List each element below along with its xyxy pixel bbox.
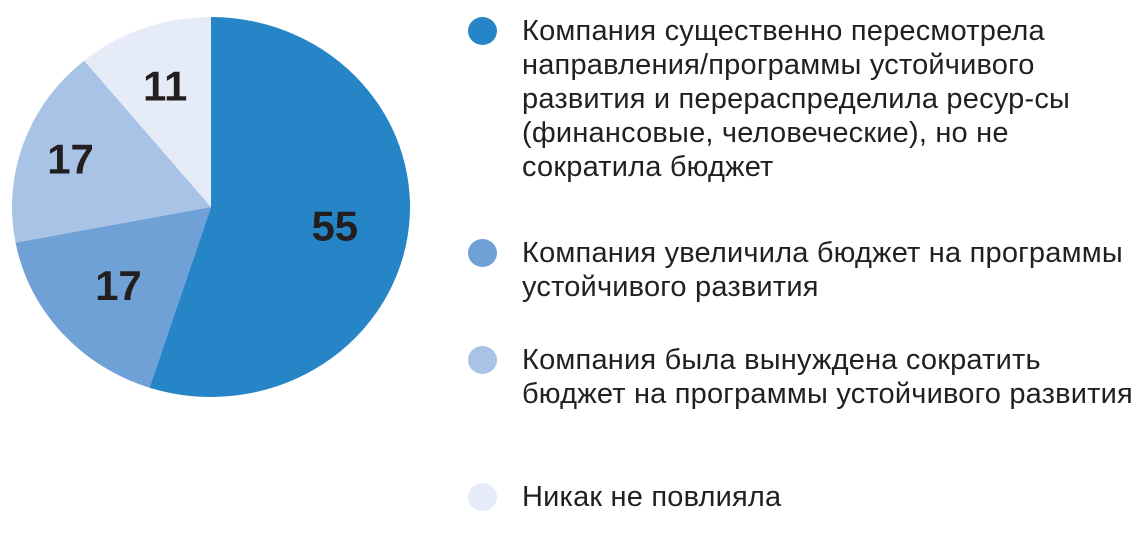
- pie-slice: [149, 17, 410, 398]
- pie-chart: 55 17 17 11: [12, 17, 410, 398]
- slice-label: 17: [95, 262, 142, 309]
- legend-swatch: [468, 346, 497, 374]
- slice-label: 55: [311, 203, 358, 250]
- legend-swatch: [468, 483, 497, 511]
- pie-slice: [12, 60, 212, 243]
- pie-slice: [15, 207, 211, 388]
- legend-swatch: [468, 239, 497, 267]
- slice-label: 17: [47, 136, 94, 183]
- legend-item: Компания была вынуждена сократить бюджет…: [468, 343, 1136, 411]
- legend-item: Компания существенно пересмотрела направ…: [468, 14, 1136, 184]
- legend-item: Никак не повлияла: [468, 480, 1136, 514]
- legend-label: Компания увеличила бюджет на программы у…: [522, 237, 1123, 303]
- pie-slice: [84, 17, 211, 207]
- legend-label: Компания была вынуждена сократить бюджет…: [522, 344, 1133, 410]
- slice-label: 11: [143, 62, 187, 109]
- legend-swatch: [468, 17, 497, 45]
- legend-label: Никак не повлияла: [522, 481, 782, 513]
- legend-item: Компания увеличила бюджет на программы у…: [468, 236, 1136, 304]
- legend-label: Компания существенно пересмотрела направ…: [522, 15, 1071, 183]
